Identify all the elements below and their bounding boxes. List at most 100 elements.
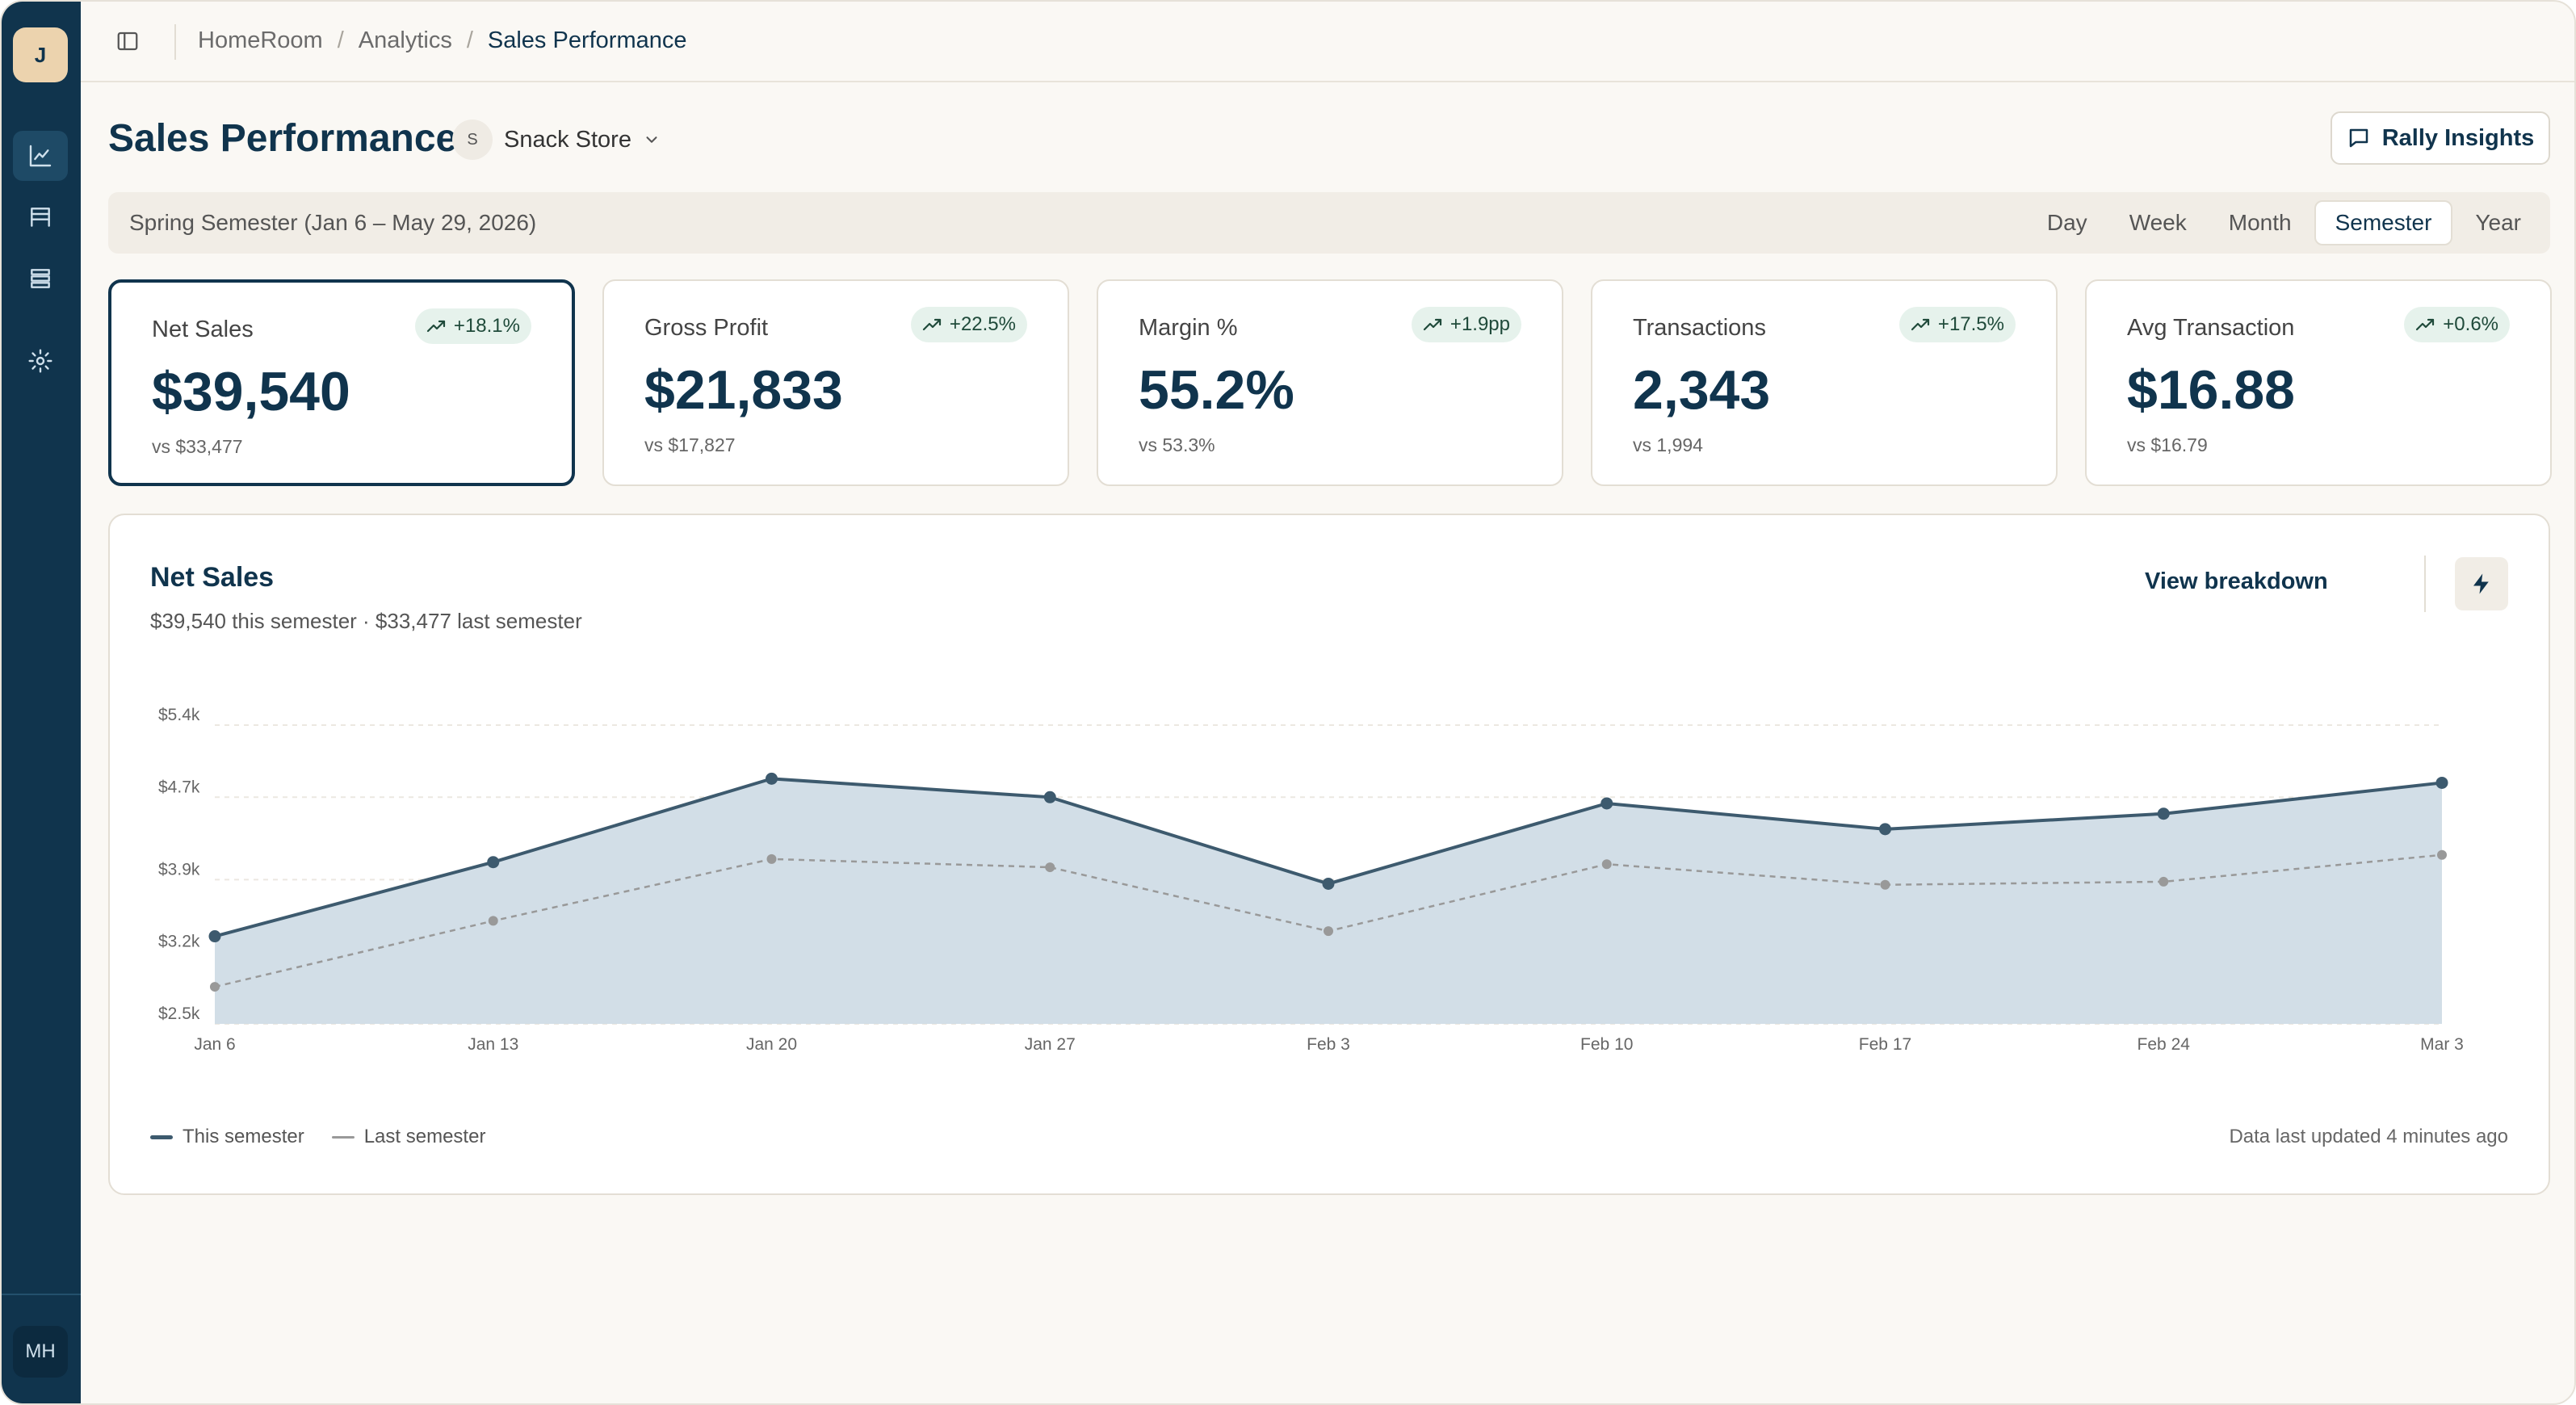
point-this-semester xyxy=(2157,807,2170,820)
legend-last-semester: Last semester xyxy=(331,1126,486,1148)
breadcrumb-separator: / xyxy=(466,27,473,53)
analytics-nav[interactable] xyxy=(13,131,68,181)
kpi-value: 2,343 xyxy=(1633,359,1771,421)
change-badge: +0.6% xyxy=(2404,307,2510,342)
net-sales-chart-panel: $2.5k $3.2k $3.9k $4.7k $5.4k Jan 6 Jan 13 Jan … xyxy=(108,514,2550,1195)
kpi-card-margin[interactable]: Margin % +1.9pp 55.2% vs 53.3% xyxy=(1097,279,1563,486)
net-sales-chart: $2.5k $3.2k $3.9k $4.7k $5.4k Jan 6 Jan 13 Jan … xyxy=(158,706,2464,1054)
last-updated-text: Data last updated 4 minutes ago xyxy=(2229,1126,2508,1147)
period-tabs: Day Week Month Semester Year xyxy=(2028,200,2540,245)
point-this-semester xyxy=(766,772,778,785)
chart-legend: This semester Last semester xyxy=(150,1126,485,1148)
change-value: +18.1% xyxy=(453,315,520,337)
change-badge: +22.5% xyxy=(910,307,1027,342)
y-tick-label: $4.7k xyxy=(158,778,200,796)
kpi-label: Gross Profit xyxy=(644,315,769,341)
kpi-value: $39,540 xyxy=(152,361,350,422)
x-tick-label: Jan 27 xyxy=(1025,1035,1076,1054)
y-tick-label: $5.4k xyxy=(158,706,200,724)
trend-up-icon xyxy=(1423,318,1442,331)
change-value: +0.6% xyxy=(2443,313,2498,335)
point-last-semester xyxy=(2159,876,2169,887)
kpi-comparison: vs 1,994 xyxy=(1633,434,1703,455)
point-last-semester xyxy=(1601,859,1612,870)
kpi-value: $21,833 xyxy=(644,359,843,421)
tab-semester[interactable]: Semester xyxy=(2314,200,2453,245)
tab-week[interactable]: Week xyxy=(2129,210,2187,235)
topbar-divider xyxy=(174,24,176,60)
point-this-semester xyxy=(1043,791,1056,803)
store-avatar: S xyxy=(452,120,493,160)
kpi-label: Avg Transaction xyxy=(2127,315,2295,341)
breadcrumb-separator: / xyxy=(337,27,344,53)
x-tick-label: Jan 6 xyxy=(194,1035,235,1054)
chart-header-divider xyxy=(2424,556,2426,612)
trend-up-icon xyxy=(1911,318,1930,331)
panel-toggle-icon[interactable] xyxy=(115,29,141,53)
breadcrumb-analytics[interactable]: Analytics xyxy=(358,27,452,53)
user-avatar[interactable]: MH xyxy=(13,1326,68,1378)
chat-icon xyxy=(2349,128,2368,148)
trend-up-icon xyxy=(922,318,942,331)
point-last-semester xyxy=(766,853,777,864)
kpi-label: Transactions xyxy=(1633,315,1766,341)
page-title: Sales Performance xyxy=(108,117,458,160)
top-bar: HomeRoom / Analytics / Sales Performance xyxy=(81,2,2574,82)
workspace-logo[interactable]: J xyxy=(13,27,68,82)
chart-title: Net Sales xyxy=(150,562,275,593)
quick-action-button[interactable] xyxy=(2455,557,2508,610)
point-this-semester xyxy=(2435,776,2448,789)
view-breakdown-button[interactable]: View breakdown xyxy=(2145,568,2328,594)
point-last-semester xyxy=(1324,926,1333,937)
kpi-card-avg-transaction[interactable]: Avg Transaction +0.6% $16.88 vs $16.79 xyxy=(2085,279,2552,486)
tab-year[interactable]: Year xyxy=(2475,210,2521,235)
sidebar-divider xyxy=(2,1294,81,1295)
change-value: +17.5% xyxy=(1937,313,2004,335)
kpi-card-gross-profit[interactable]: Gross Profit +22.5% $21,833 vs $17,827 xyxy=(602,279,1069,486)
line-chart-icon xyxy=(29,145,52,167)
change-badge: +18.1% xyxy=(414,308,531,344)
rally-insights-label: Rally Insights xyxy=(2381,124,2535,151)
breadcrumb-current: Sales Performance xyxy=(487,27,687,53)
storefront-icon xyxy=(31,208,50,227)
change-badge: +1.9pp xyxy=(1411,307,1521,342)
change-badge: +17.5% xyxy=(1898,307,2016,342)
area-this-semester xyxy=(215,778,2442,1024)
x-tick-label: Feb 24 xyxy=(2138,1035,2191,1054)
y-tick-label: $3.2k xyxy=(158,933,200,951)
point-this-semester xyxy=(1322,877,1335,890)
inventory-nav[interactable] xyxy=(13,254,68,304)
kpi-comparison: vs $16.79 xyxy=(2127,434,2208,455)
x-tick-label: Mar 3 xyxy=(2420,1035,2464,1054)
point-last-semester xyxy=(1880,879,1890,890)
point-last-semester xyxy=(1045,862,1055,873)
change-value: +1.9pp xyxy=(1450,313,1510,335)
period-label: Spring Semester (Jan 6 – May 29, 2026) xyxy=(129,210,537,235)
legend-swatch xyxy=(150,1134,173,1139)
breadcrumb-homeroom[interactable]: HomeRoom xyxy=(198,27,323,53)
chart-subtitle: $39,540 this semester · $33,477 last sem… xyxy=(150,609,582,633)
settings-nav[interactable] xyxy=(13,336,68,386)
change-value: +22.5% xyxy=(949,313,1016,335)
x-tick-label: Jan 13 xyxy=(468,1035,518,1054)
store-nav[interactable] xyxy=(13,192,68,242)
kpi-label: Margin % xyxy=(1139,315,1238,341)
rally-insights-button[interactable]: Rally Insights xyxy=(2331,111,2550,165)
trend-up-icon xyxy=(2416,318,2435,331)
point-this-semester xyxy=(487,856,500,869)
kpi-value: 55.2% xyxy=(1139,359,1294,421)
kpi-card-net-sales[interactable]: Net Sales +18.1% $39,540 vs $33,477 xyxy=(108,279,575,486)
tab-day[interactable]: Day xyxy=(2046,210,2087,235)
store-selector[interactable]: S Snack Store xyxy=(452,118,661,161)
sidebar: J MH xyxy=(2,2,81,1403)
legend-this-semester: This semester xyxy=(150,1126,304,1148)
kpi-comparison: vs 53.3% xyxy=(1139,434,1215,455)
point-this-semester xyxy=(1879,823,1891,836)
kpi-card-transactions[interactable]: Transactions +17.5% 2,343 vs 1,994 xyxy=(1591,279,2058,486)
x-tick-label: Feb 3 xyxy=(1307,1035,1350,1054)
gear-icon xyxy=(28,349,52,373)
kpi-label: Net Sales xyxy=(152,317,254,342)
tab-month[interactable]: Month xyxy=(2228,210,2292,235)
legend-label: Last semester xyxy=(363,1126,486,1147)
